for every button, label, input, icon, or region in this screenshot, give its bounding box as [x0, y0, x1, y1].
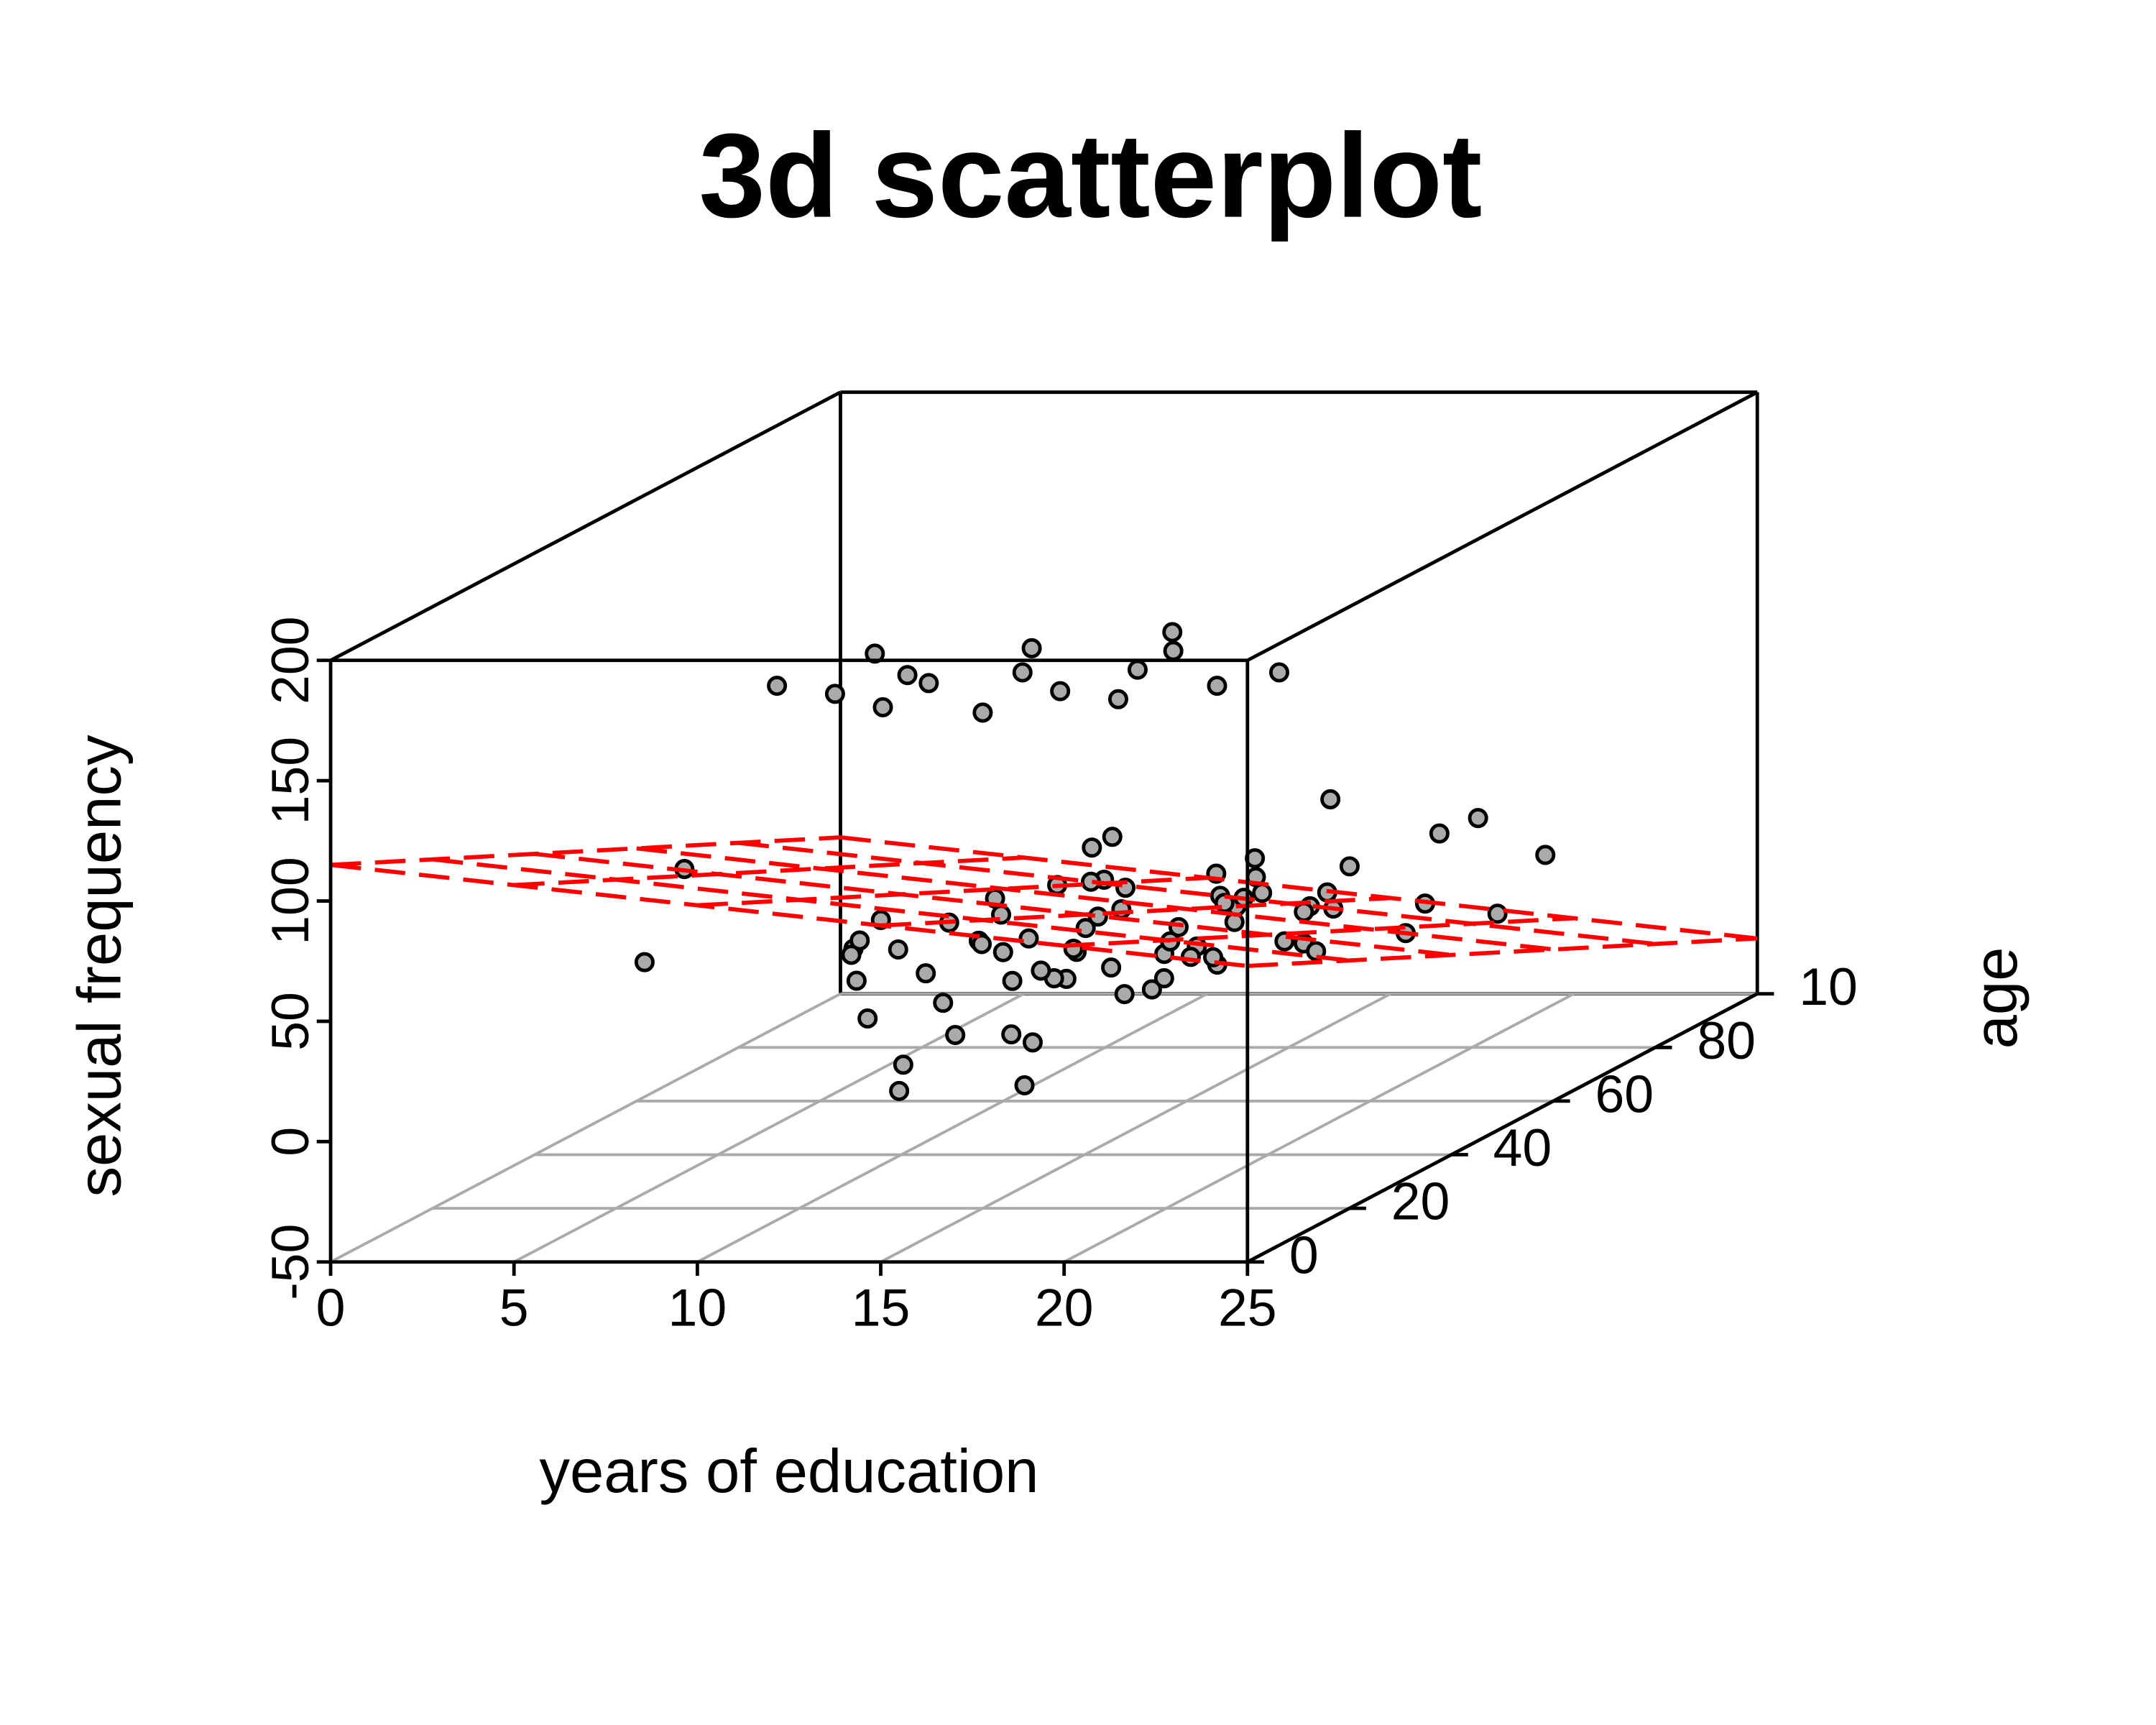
y-tick-label: 40	[1493, 1118, 1552, 1177]
data-point	[1082, 837, 1102, 858]
grid-line	[880, 992, 1391, 1264]
x-tick-label: 0	[316, 1279, 346, 1338]
data-point	[972, 934, 992, 954]
data-point	[1050, 681, 1071, 702]
data-point	[849, 930, 870, 951]
plane-line	[880, 896, 1391, 928]
y-tick-label: 0	[1289, 1225, 1319, 1284]
plane-line	[1247, 936, 1758, 968]
data-point	[1339, 856, 1360, 877]
data-point	[1535, 845, 1556, 865]
z-tick-label: 0	[261, 1127, 320, 1156]
data-point	[992, 942, 1013, 962]
data-point	[1268, 662, 1290, 683]
data-point	[1141, 979, 1162, 1000]
data-point	[1180, 947, 1201, 967]
x-tick-label: 15	[852, 1279, 911, 1338]
plane-line	[514, 855, 1024, 888]
data-point	[945, 1024, 966, 1045]
data-point	[1468, 808, 1488, 829]
z-tick-label: 100	[261, 857, 320, 945]
x-tick-label: 25	[1218, 1279, 1277, 1338]
data-point	[972, 702, 993, 723]
data-point	[872, 696, 893, 717]
y-tick-label: 10	[1799, 957, 1858, 1016]
plane-line	[697, 875, 1207, 908]
data-point	[888, 939, 908, 960]
x-axis-label: years of education	[539, 1438, 1038, 1506]
data-point	[1002, 970, 1023, 991]
data-point	[1429, 823, 1450, 844]
data-point	[1107, 689, 1128, 709]
plane-line	[738, 840, 1656, 947]
data-point	[857, 1008, 878, 1029]
data-point	[846, 970, 867, 991]
grid-line	[513, 992, 1025, 1264]
data-point	[1162, 622, 1183, 643]
box-edge	[1246, 992, 1759, 1264]
plane-line	[331, 862, 1248, 968]
data-point	[1022, 1032, 1043, 1053]
data-point	[1320, 789, 1341, 810]
data-point	[841, 944, 862, 965]
data-point	[1487, 903, 1508, 924]
data-point	[889, 1080, 910, 1101]
data-point	[897, 665, 918, 686]
z-tick-label: 150	[261, 737, 320, 825]
data-point	[918, 673, 939, 694]
plane-line	[331, 835, 841, 868]
chart-title: 3d scatterplot	[699, 110, 1482, 243]
plane-line	[432, 857, 1350, 963]
grid-line	[1063, 992, 1575, 1264]
data-point	[933, 993, 954, 1013]
data-point	[1075, 918, 1096, 939]
grid-line	[330, 992, 842, 1264]
y-tick-label: 60	[1595, 1064, 1654, 1123]
x-tick-label: 5	[499, 1279, 529, 1338]
y-axis-label: age	[1962, 947, 2030, 1049]
data-point	[767, 676, 788, 696]
y-tick-label: 80	[1697, 1011, 1756, 1070]
data-point	[1014, 1075, 1035, 1096]
plane-line	[534, 852, 1452, 957]
data-point	[1001, 1024, 1022, 1045]
data-point	[1127, 659, 1148, 680]
data-point	[893, 1054, 913, 1075]
x-tick-label: 20	[1035, 1279, 1094, 1338]
plane-line	[636, 846, 1554, 952]
data-point	[1031, 960, 1051, 981]
data-point	[1018, 928, 1039, 949]
data-point	[1207, 676, 1227, 696]
grid-line	[696, 992, 1208, 1264]
box-edge	[1246, 390, 1759, 662]
z-tick-label: -50	[261, 1224, 320, 1300]
data-point	[1163, 640, 1184, 661]
z-tick-label: 200	[261, 616, 320, 704]
data-point	[824, 684, 845, 704]
plane	[331, 835, 1758, 968]
z-tick-label: 50	[261, 992, 320, 1051]
y-tick-label: 20	[1391, 1172, 1450, 1231]
data-point	[1153, 968, 1174, 989]
data-point	[1101, 957, 1122, 978]
x-tick-label: 10	[668, 1279, 727, 1338]
z-axis-label: sexual frequency	[65, 735, 134, 1197]
data-point	[1102, 827, 1123, 847]
data-point	[1012, 662, 1033, 683]
data-point	[916, 963, 936, 984]
plane-line	[840, 835, 1758, 941]
data-point	[634, 952, 655, 972]
data-point	[1114, 984, 1135, 1005]
data-point	[1021, 638, 1042, 658]
box-edge	[329, 390, 842, 662]
plane-line	[1064, 916, 1575, 948]
